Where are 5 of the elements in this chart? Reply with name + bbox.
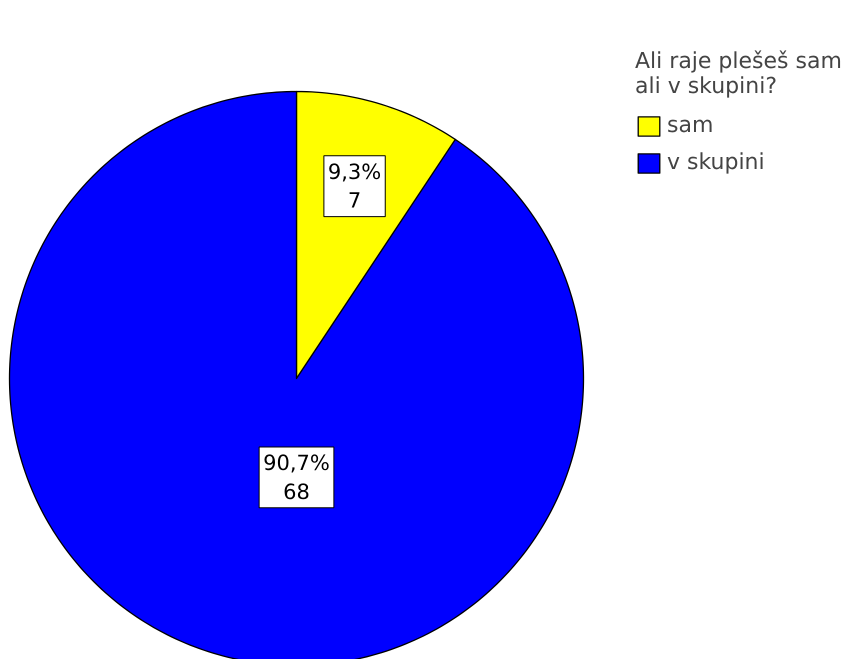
- data-label: 9,3% 7: [328, 160, 382, 213]
- data-label: 90,7% 68: [263, 451, 330, 504]
- legend-title: Ali raje plešeš sam ali v skupini?: [635, 49, 842, 99]
- legend-label: sam: [667, 113, 714, 138]
- legend-label: v skupini: [667, 150, 765, 175]
